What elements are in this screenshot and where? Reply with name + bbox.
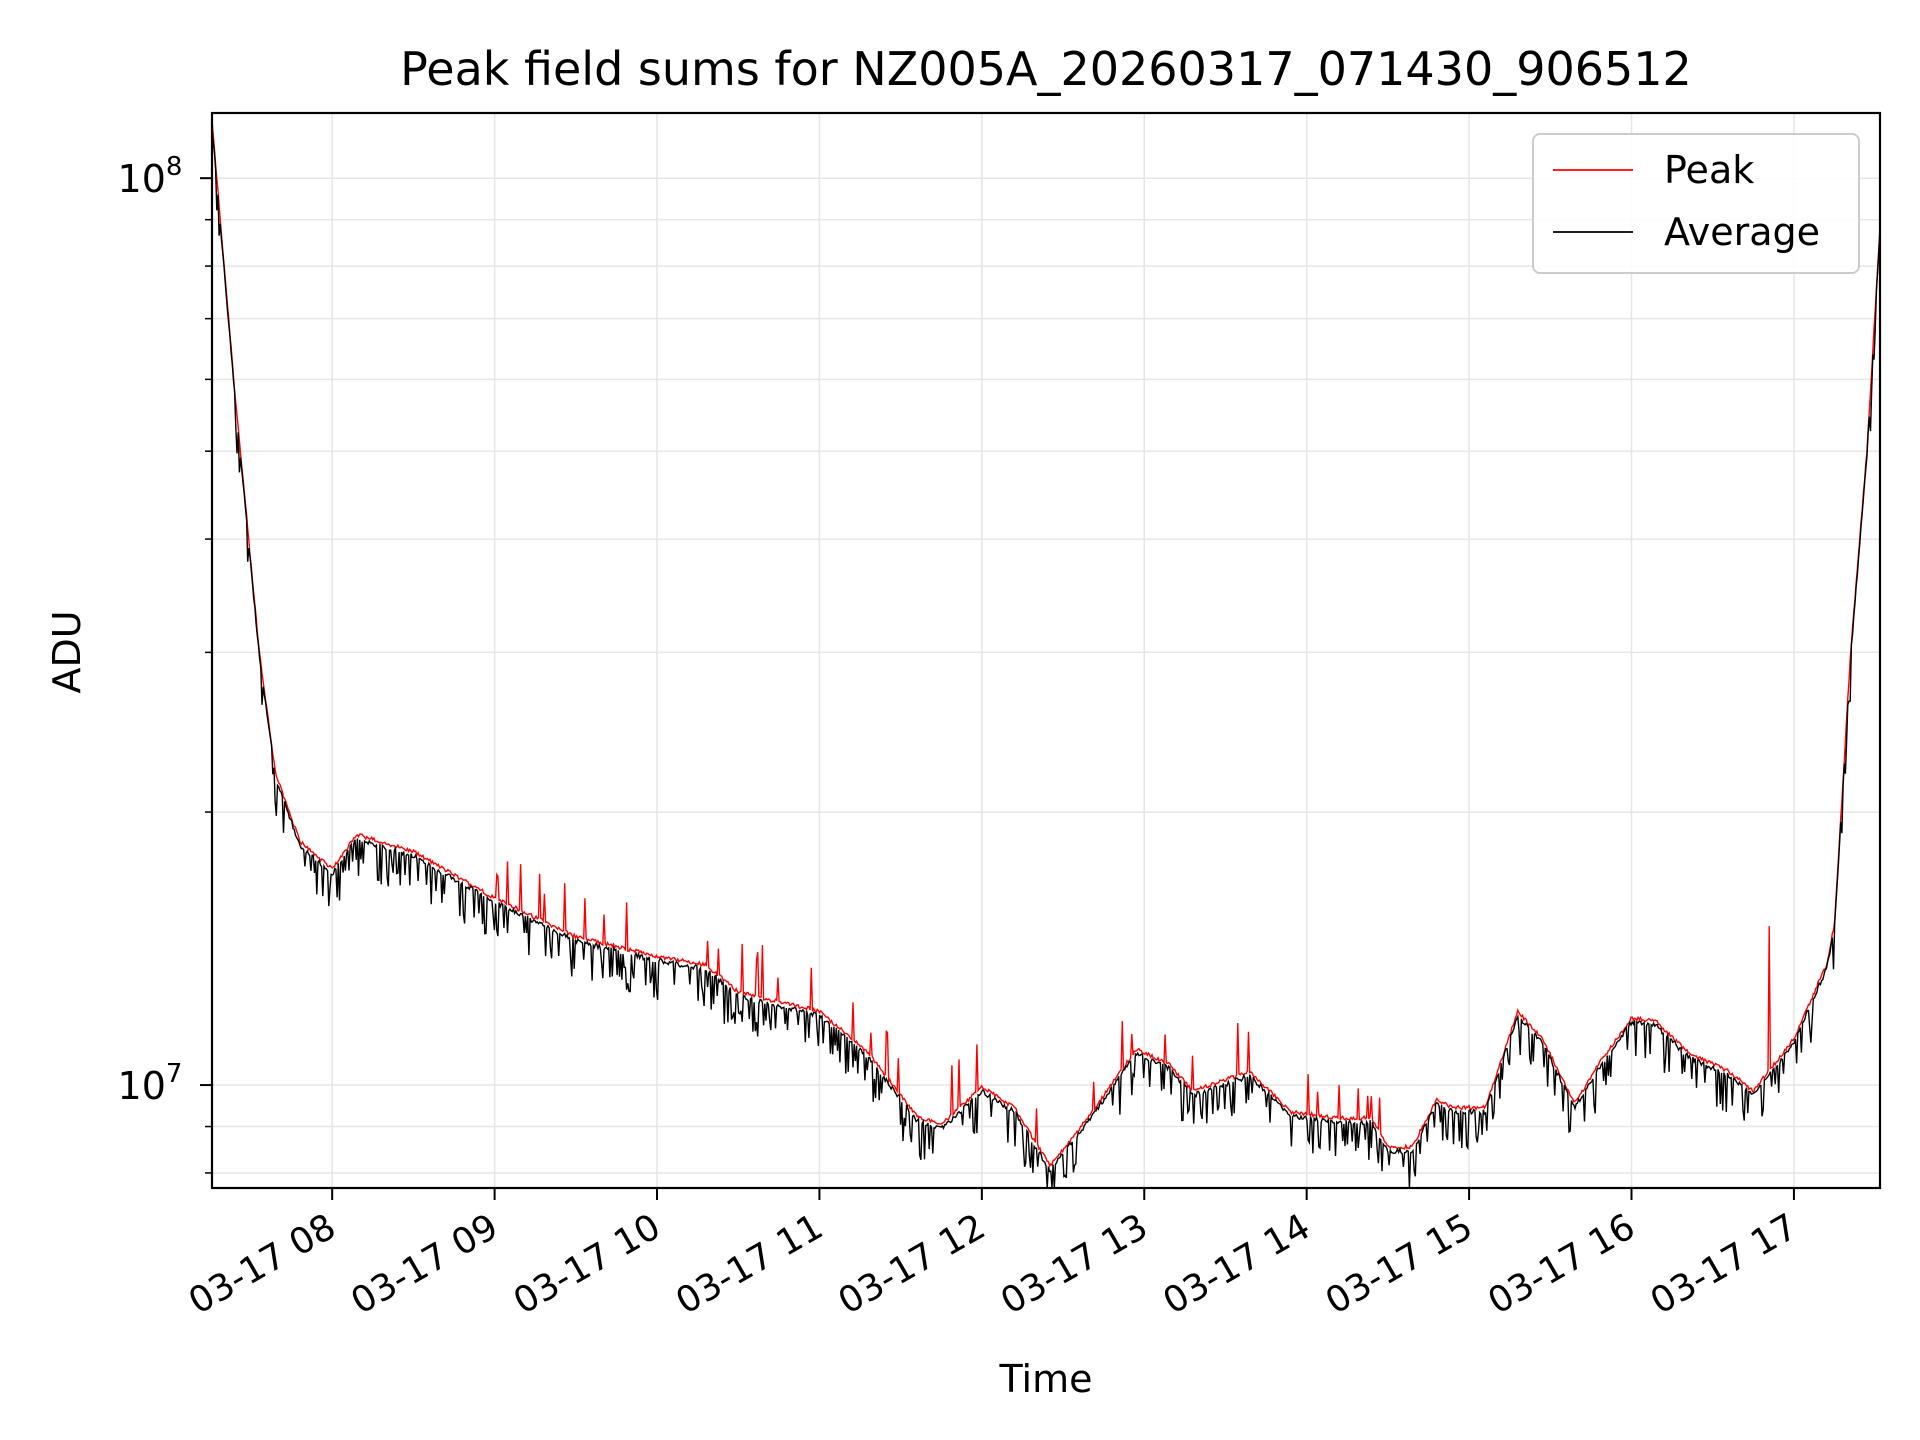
legend-box (1532, 133, 1860, 274)
legend-average-label: Average (1664, 210, 1820, 254)
x-tick-label: 03-17 15 (1319, 1206, 1480, 1322)
chart-title: Peak field sums for NZ005A_20260317_0714… (400, 42, 1692, 96)
axes-frame (210, 111, 1882, 1190)
x-tick-label: 03-17 16 (1481, 1206, 1642, 1322)
plot-area (211, 120, 1881, 1189)
x-tick-label: 03-17 11 (669, 1206, 830, 1322)
x-tick-label: 03-17 08 (182, 1206, 343, 1322)
y-tick-label: 107 (118, 1059, 183, 1108)
y-axis-label: ADU (45, 610, 89, 693)
x-tick-label: 03-17 13 (994, 1206, 1155, 1322)
series-line-peak (211, 120, 1881, 1168)
grid (212, 113, 1880, 1188)
x-tick-label: 03-17 17 (1644, 1206, 1805, 1322)
x-tick-label: 03-17 12 (832, 1206, 993, 1322)
x-axis-label: Time (999, 1357, 1093, 1401)
x-tick-label: 03-17 10 (507, 1206, 668, 1322)
legend-peak-label: Peak (1664, 148, 1754, 192)
x-tick-label: 03-17 14 (1157, 1206, 1318, 1322)
y-tick-label: 108 (118, 152, 183, 201)
series-line-average (211, 126, 1881, 1189)
x-tick-label: 03-17 09 (344, 1206, 505, 1322)
legend: Peak Average (1532, 133, 1860, 274)
